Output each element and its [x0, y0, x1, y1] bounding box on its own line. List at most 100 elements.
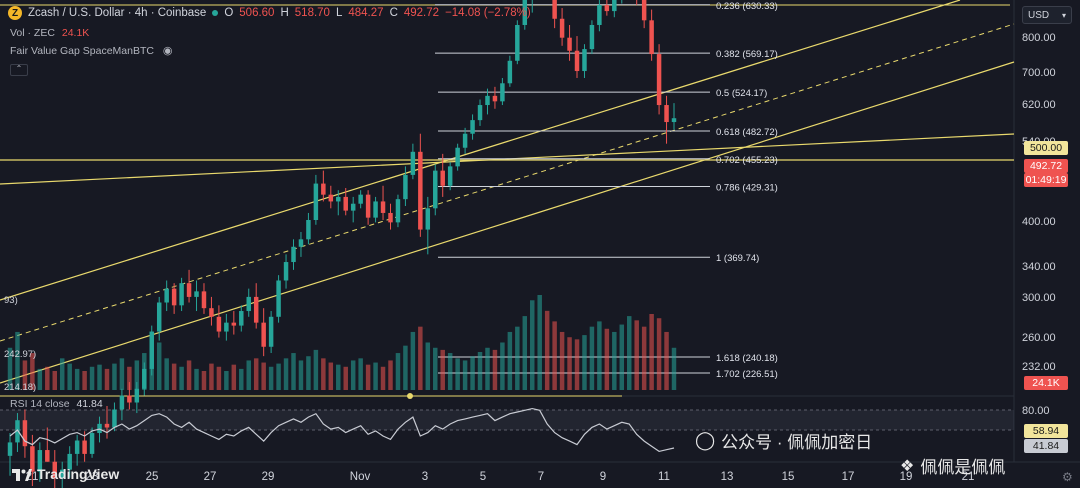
candle-body	[313, 183, 319, 220]
candle-body	[380, 201, 386, 213]
fib-level-label: 1 (369.74)	[716, 253, 759, 264]
rsi-legend[interactable]: RSI 14 close 41.84	[10, 398, 103, 410]
candle-body	[209, 308, 214, 317]
close-value: 492.72	[403, 7, 440, 19]
eye-icon[interactable]: ◉	[162, 45, 173, 57]
volume-bar	[336, 364, 341, 390]
volume-bar	[82, 371, 87, 390]
candle-body	[104, 423, 110, 428]
price-tick-label: 800.00	[1022, 32, 1056, 44]
currency-select[interactable]: USD ▾	[1022, 6, 1072, 24]
candle-body	[261, 322, 266, 347]
price-tick-label: 400.00	[1022, 216, 1056, 228]
candle-body	[433, 170, 438, 209]
candle-body	[589, 24, 595, 50]
candle-body	[395, 199, 401, 223]
volume-bar	[597, 321, 602, 390]
volume-bar	[67, 363, 72, 390]
volume-bar	[470, 356, 475, 390]
volume-bar	[164, 358, 169, 390]
volume-bar	[253, 358, 259, 390]
volume-legend[interactable]: Vol · ZEC 24.1K	[10, 27, 89, 39]
candle-body	[22, 420, 28, 447]
currency-select-value: USD	[1028, 9, 1050, 21]
volume-bar	[306, 356, 311, 390]
watermark-account-label: 公众号 · 佩佩加密日	[721, 433, 873, 452]
volume-bar	[231, 364, 237, 390]
volume-bar	[239, 368, 244, 390]
bottom-level-anchor	[407, 393, 413, 399]
rsi-ma-tag: 58.94	[1024, 424, 1068, 438]
candle-body	[462, 133, 468, 148]
open-value: 506.60	[239, 7, 275, 19]
time-tick-label: 15	[782, 471, 795, 483]
change-value: −14.08 (−2.78%)	[445, 7, 531, 19]
level-price-tag: 500.00	[1024, 141, 1068, 155]
candle-body	[201, 291, 207, 309]
price-tick-label: 260.00	[1022, 332, 1056, 344]
tradingview-branding[interactable]: TradingView	[12, 466, 119, 482]
volume-bar	[485, 347, 490, 390]
volume-bar	[530, 300, 535, 390]
rsi-tick-label: 80.00	[1022, 405, 1050, 417]
candle-body	[253, 296, 259, 323]
candle-body	[164, 288, 169, 303]
time-tick-label: Nov	[350, 471, 371, 483]
volume-bar	[119, 358, 125, 390]
candle-body	[403, 174, 408, 200]
volume-tag: 24.1K	[1024, 376, 1068, 390]
volume-bar	[552, 321, 557, 390]
volume-bar	[634, 320, 639, 390]
volume-bar	[626, 316, 632, 390]
fib-level-label: 1.618 (240.18)	[716, 353, 778, 364]
low-value: 484.27	[348, 7, 384, 19]
volume-bar	[45, 366, 50, 390]
volume-bar	[515, 326, 520, 390]
volume-bar	[142, 353, 147, 390]
volume-bar	[59, 358, 65, 390]
volume-bar	[388, 360, 393, 390]
symbol-title[interactable]: Zcash / U.S. Dollar · 4h · Coinbase	[28, 7, 207, 19]
price-tick-label: 232.00	[1022, 361, 1056, 373]
last-price-tag: 492.72	[1024, 159, 1068, 173]
time-tick-label: 21	[962, 471, 975, 483]
volume-bar	[507, 331, 513, 390]
collapse-legend-icon[interactable]: ⌃	[10, 64, 28, 76]
volume-bar	[149, 347, 154, 390]
market-status-dot-icon	[212, 10, 219, 16]
candle-body	[15, 420, 20, 443]
candle-body	[298, 239, 304, 247]
volume-bar	[440, 349, 445, 390]
candle-body	[373, 201, 378, 218]
volume-bar	[156, 342, 162, 390]
candle-body	[268, 316, 274, 347]
volume-bar	[462, 360, 468, 390]
gear-icon: ⚙	[1062, 470, 1073, 484]
candle-body	[664, 105, 669, 123]
candle-body	[358, 194, 363, 204]
candle-body	[656, 54, 662, 106]
volume-bar	[291, 353, 296, 390]
volume-bar	[216, 366, 222, 390]
open-label: O	[224, 7, 234, 19]
volume-bar	[544, 310, 550, 390]
volume-bar	[89, 366, 95, 390]
candle-body	[597, 5, 602, 25]
volume-value: 24.1K	[61, 27, 90, 39]
watermark-author: ❖ 佩佩是佩佩	[900, 453, 1005, 478]
candle-body	[97, 423, 102, 434]
volume-bar	[15, 331, 20, 390]
indicator-legend[interactable]: Fair Value Gap SpaceManBTC ◉	[10, 44, 173, 57]
volume-bar	[313, 349, 319, 390]
candle-body	[612, 0, 617, 12]
candle-body	[119, 395, 125, 410]
volume-bar	[22, 360, 28, 390]
candle-body	[328, 194, 334, 202]
indicator-label: Fair Value Gap SpaceManBTC	[10, 45, 154, 57]
wechat-icon: ◯	[695, 430, 716, 450]
volume-bar	[224, 371, 229, 390]
fib-level-label: 0.702 (455.23)	[716, 155, 778, 166]
candle-body	[127, 395, 132, 403]
price-tick-label: 340.00	[1022, 261, 1056, 273]
